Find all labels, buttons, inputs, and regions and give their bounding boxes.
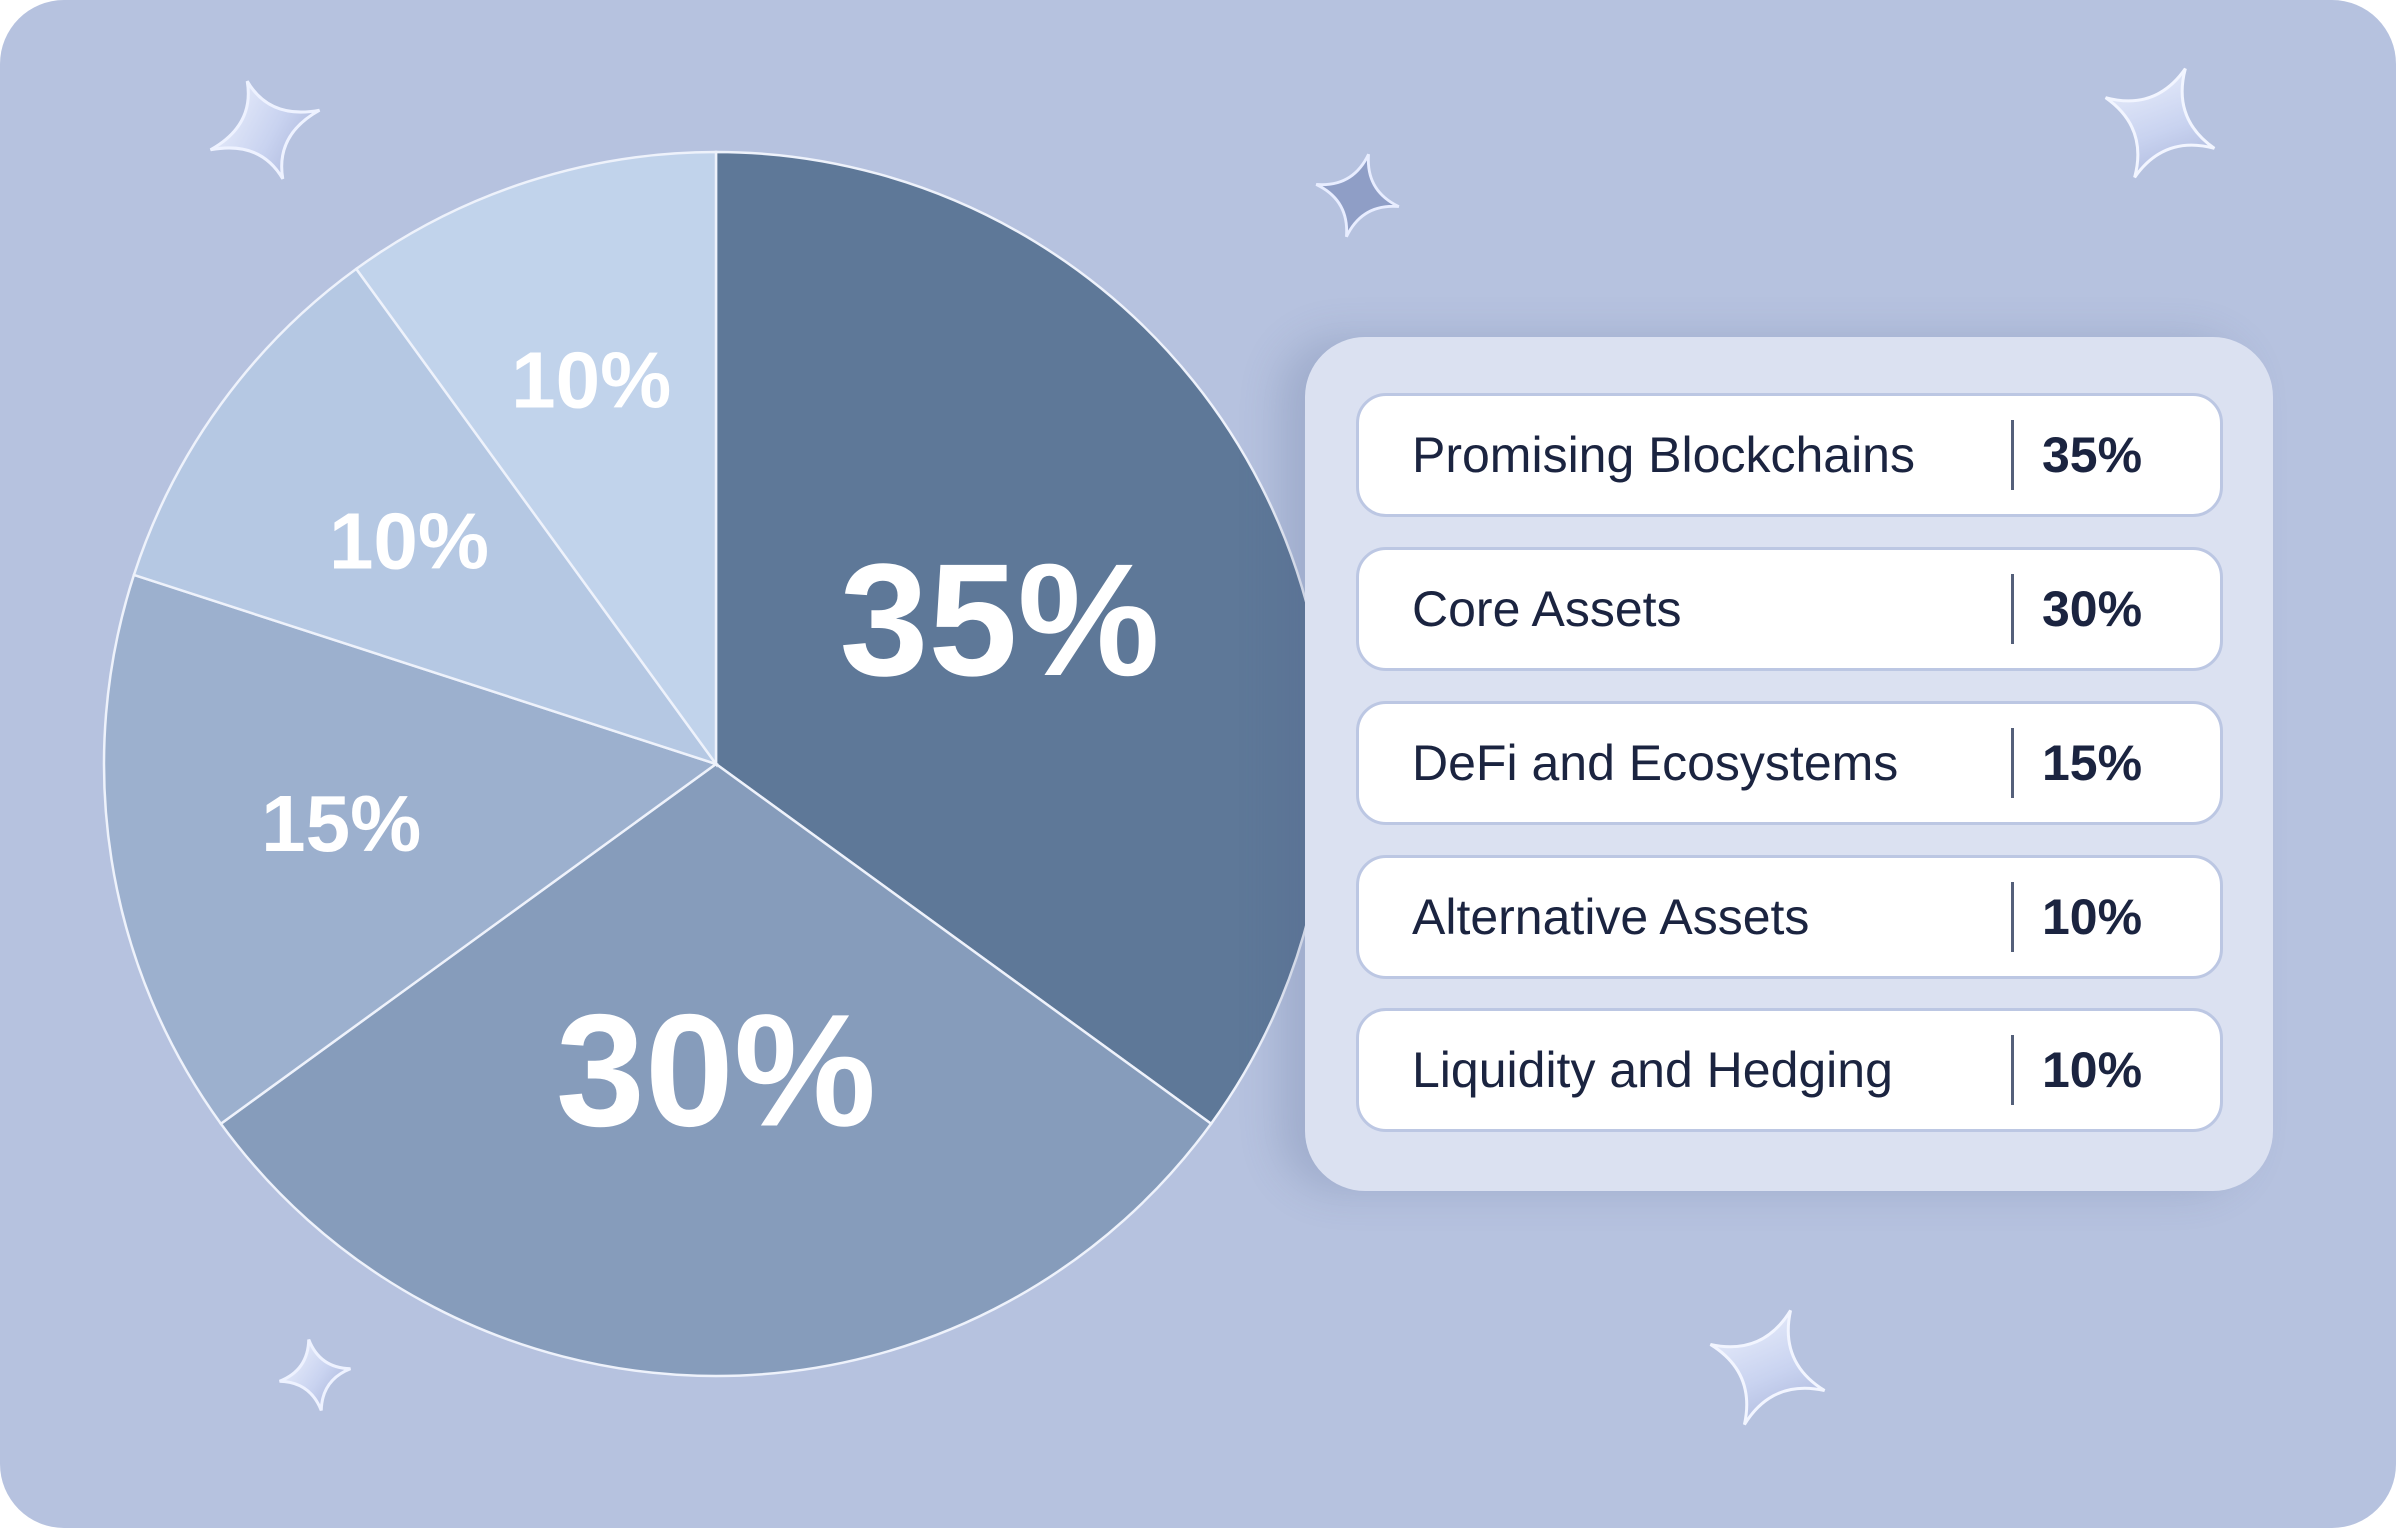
legend-value: 35% [2042,427,2143,483]
sparkle-icon [2104,67,2216,179]
legend-divider [2011,728,2014,798]
sparkle-icon [1709,1309,1826,1426]
pie-slice-alternative-assets [132,267,720,767]
slice-value-label: 35% [839,530,1159,709]
sparkle-icon [278,1338,352,1412]
pie-slice-core-assets [219,762,1213,1378]
legend-item-core-assets: Core Assets 30% [1356,547,2223,671]
legend-divider [2011,1035,2014,1105]
legend-divider [2011,420,2014,490]
legend-value: 10% [2042,889,2143,945]
legend-item-alternative-assets: Alternative Assets 10% [1356,855,2223,979]
slice-value-label: 10% [511,335,671,424]
legend-item-promising-blockchains: Promising Blockchains 35% [1356,393,2223,517]
sparkle-icon [1315,153,1400,238]
slice-value-label: 30% [556,981,876,1160]
legend-label: DeFi and Ecosystems [1412,735,1899,791]
legend-divider [2011,574,2014,644]
legend-divider [2011,882,2014,952]
pie-slice-promising-blockchains [714,150,1330,1126]
legend-value: 30% [2042,581,2143,637]
legend-item-liquidity-and-hedging: Liquidity and Hedging 10% [1356,1008,2223,1132]
legend-panel: Promising Blockchains 35% Core Assets 30… [1305,337,2273,1191]
legend-label: Core Assets [1412,581,1682,637]
sparkle-icon [209,80,321,180]
legend-label: Liquidity and Hedging [1412,1042,1893,1098]
legend-item-defi-and-ecosystems: DeFi and Ecosystems 15% [1356,701,2223,825]
legend-value: 15% [2042,735,2143,791]
legend-value: 10% [2042,1042,2143,1098]
legend-label: Alternative Assets [1412,889,1810,945]
pie-slice-liquidity-and-hedging [354,150,718,768]
pie-slice-defi-and-ecosystems [102,573,719,1126]
slice-value-label: 15% [261,779,421,868]
slice-value-label: 10% [329,497,489,586]
legend-label: Promising Blockchains [1412,427,1915,483]
